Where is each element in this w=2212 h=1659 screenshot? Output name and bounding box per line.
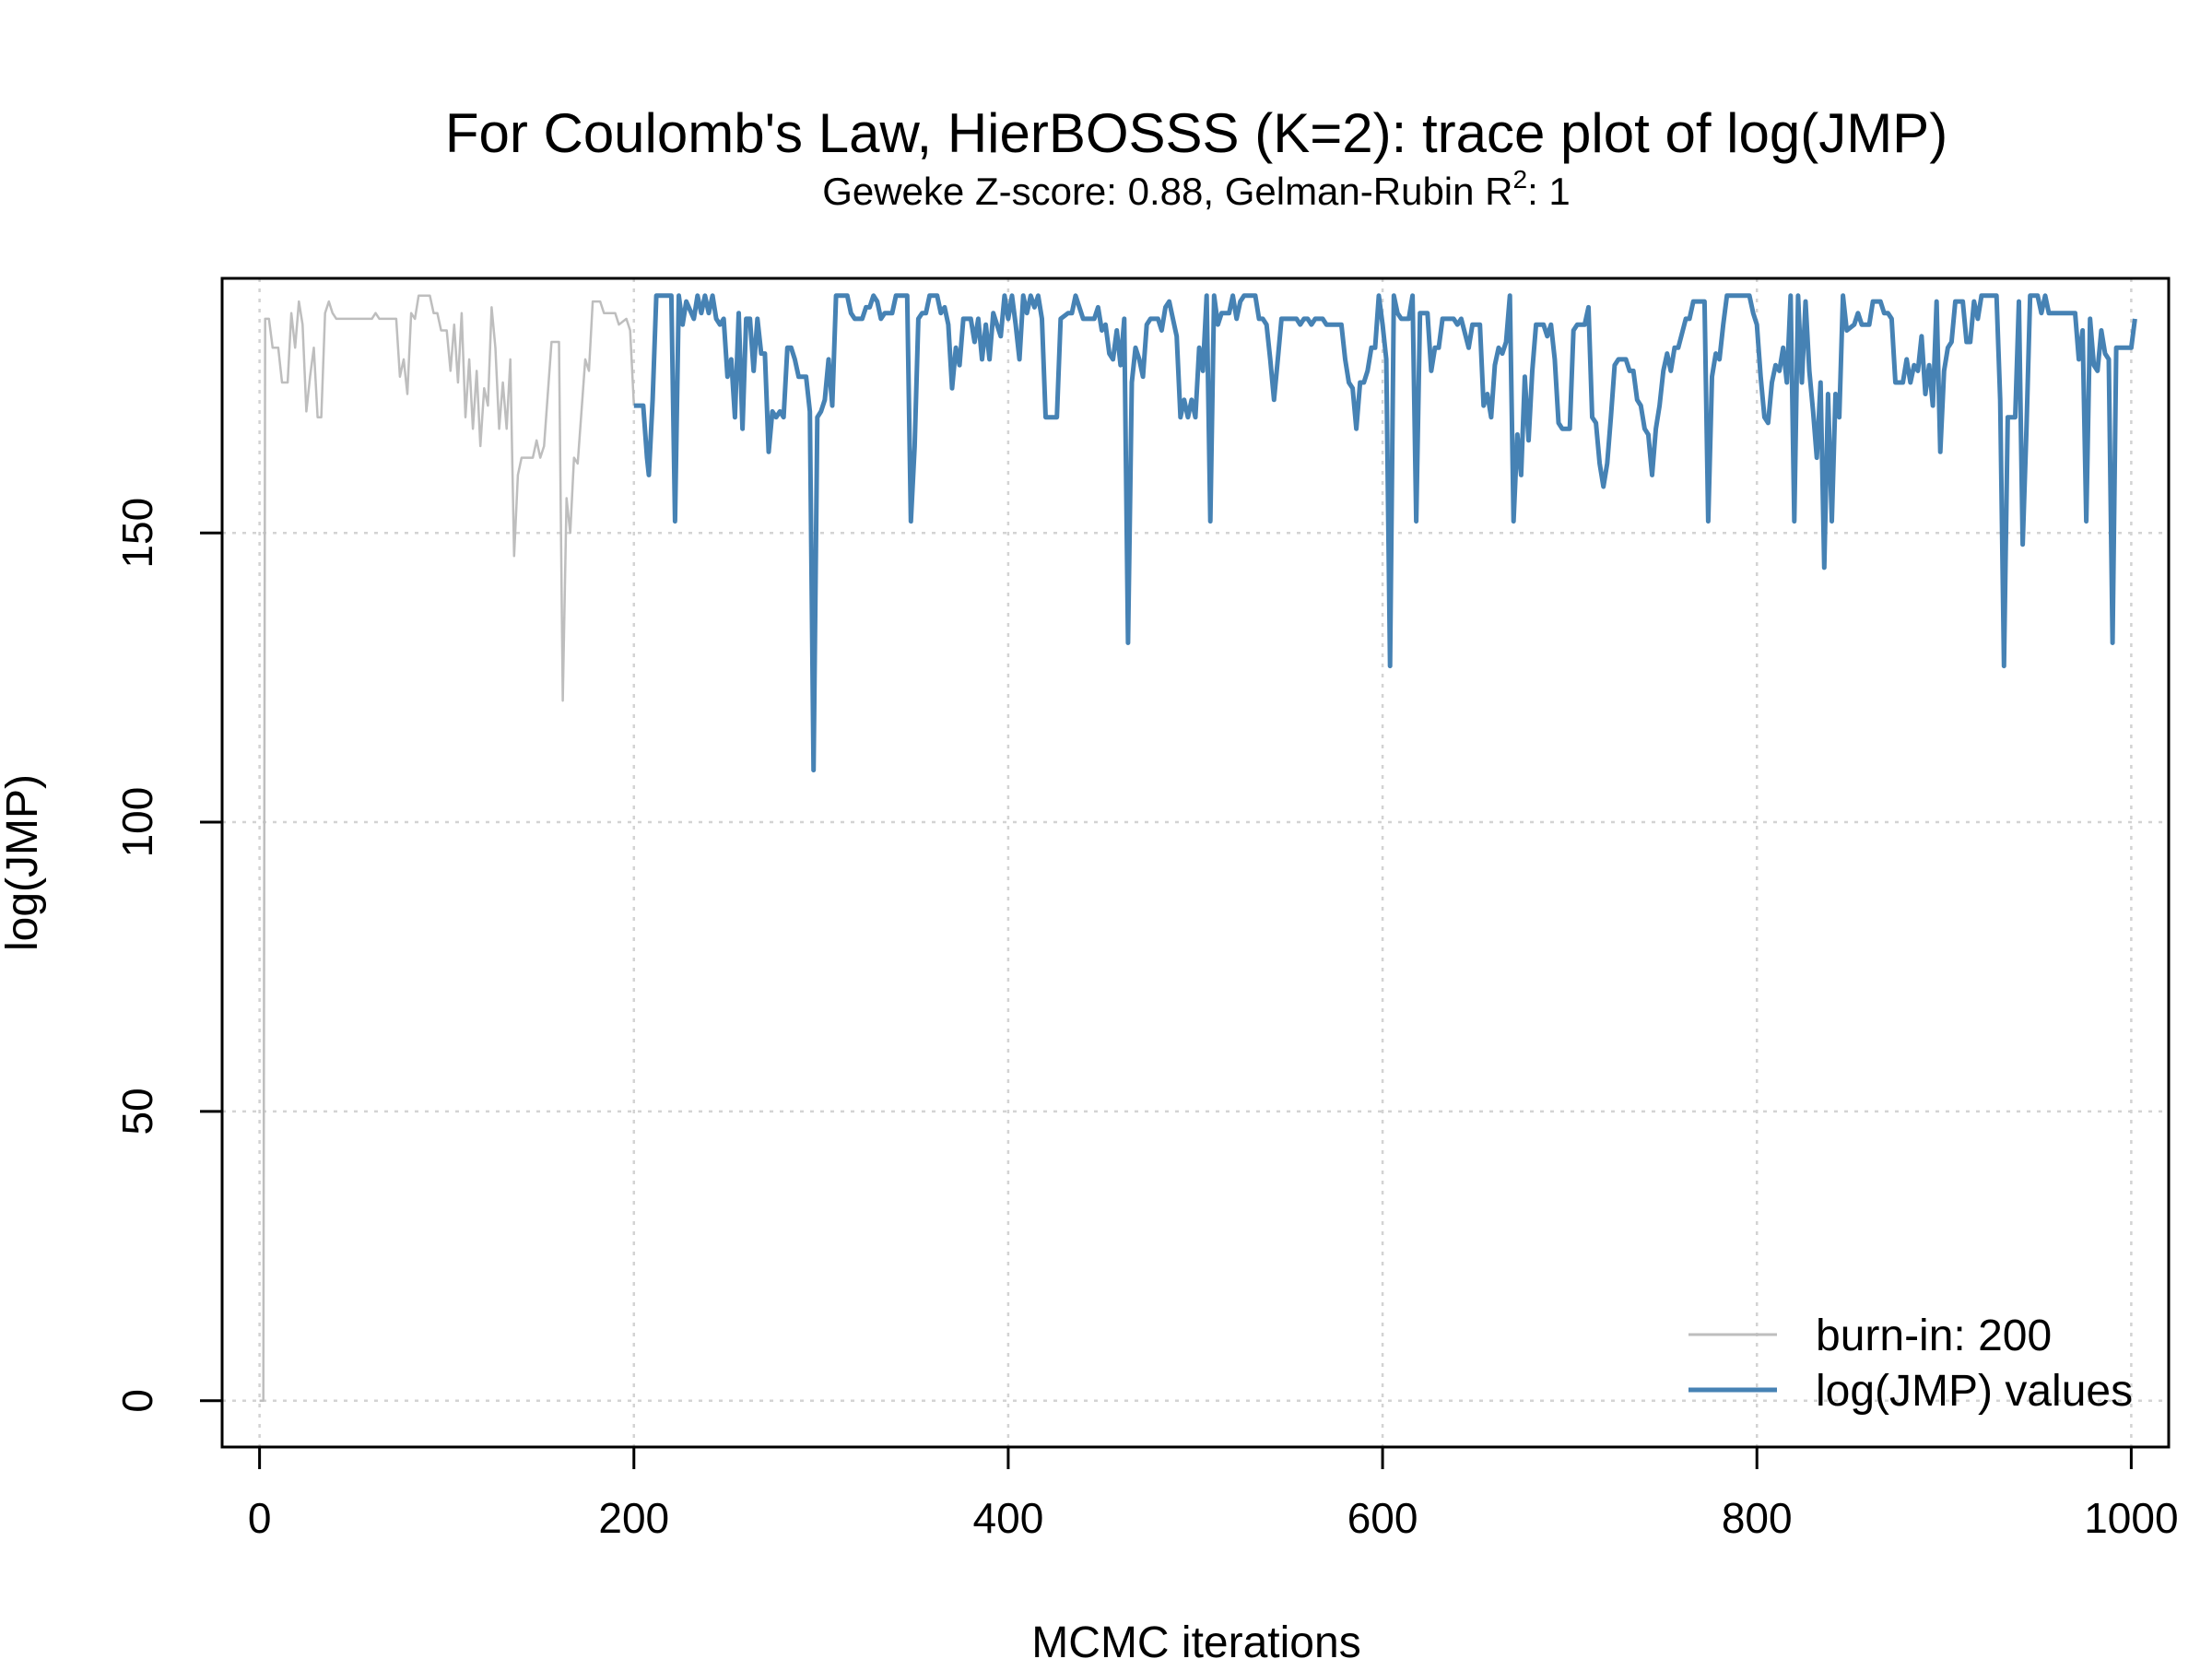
grid-lines (222, 278, 2169, 1447)
subtitle-prefix: Geweke Z-score: 0.88, Gelman-Rubin R (822, 170, 1512, 213)
legend-label-values: log(JMP) values (1816, 1367, 2133, 1416)
series-line-burn-in (259, 294, 636, 1403)
x-tick-label: 0 (248, 1494, 272, 1542)
y-tick-label: 50 (113, 1088, 161, 1135)
y-axis-title: log(JMP) (0, 774, 47, 951)
legend-label-burn-in: burn-in: 200 (1816, 1312, 2052, 1360)
series-line-log-jmp (633, 293, 2137, 773)
x-tick-label: 200 (598, 1494, 669, 1542)
series-lines (259, 293, 2137, 1403)
chart-subtitle: Geweke Z-score: 0.88, Gelman-Rubin R2: 1 (822, 165, 1571, 213)
x-tick-label: 800 (1722, 1494, 1793, 1542)
y-tick-label: 0 (113, 1389, 161, 1413)
x-axis: 0 200 400 600 800 1000 (248, 1445, 2179, 1542)
x-tick-label: 600 (1347, 1494, 1418, 1542)
legend: burn-in: 200 log(JMP) values (1688, 1312, 2133, 1416)
plot-frame (220, 276, 2171, 1449)
subtitle-suffix: : 1 (1527, 170, 1571, 213)
y-axis: 0 50 100 150 (113, 498, 224, 1413)
y-tick-label: 150 (113, 498, 161, 569)
x-tick-label: 400 (973, 1494, 1044, 1542)
y-tick-label: 100 (113, 787, 161, 858)
x-axis-title: MCMC iterations (1031, 1618, 1360, 1659)
chart-title: For Coulomb's Law, HierBOSSS (K=2): trac… (445, 102, 1947, 164)
subtitle-superscript: 2 (1513, 165, 1528, 194)
x-tick-label: 1000 (2084, 1494, 2178, 1542)
